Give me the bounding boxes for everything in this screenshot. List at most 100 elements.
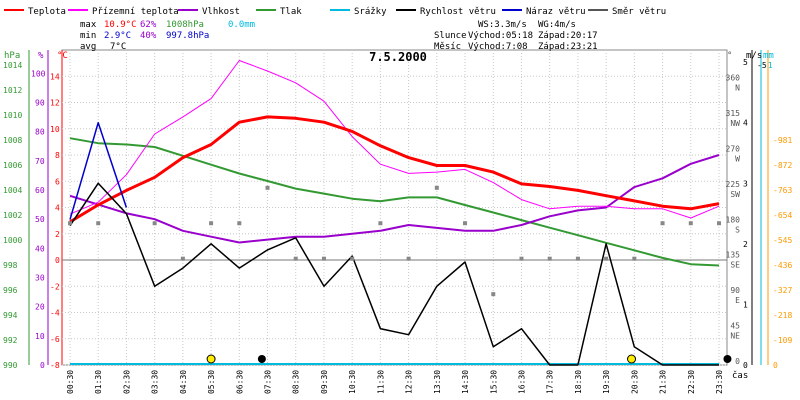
moon-label: Měsíc bbox=[434, 42, 461, 52]
humidity-tick-label: 100 bbox=[31, 69, 46, 78]
legend-label: Teplota bbox=[28, 7, 66, 17]
stats-avg-label: avg bbox=[80, 42, 96, 52]
x-tick-label: 05:30 bbox=[207, 370, 216, 394]
wind-direction-point bbox=[548, 257, 552, 261]
direction-tick-label: 270 bbox=[726, 144, 741, 153]
wind-direction-point bbox=[68, 221, 72, 225]
moon-icon bbox=[723, 355, 731, 363]
direction-axis-title: ° bbox=[727, 51, 732, 61]
sun-icon bbox=[207, 355, 215, 363]
stats-max-pressure: 1008hPa bbox=[166, 20, 204, 30]
pressure-tick-label: 1006 bbox=[3, 161, 22, 170]
wind-direction-point bbox=[209, 221, 213, 225]
humidity-tick-label: 30 bbox=[35, 274, 45, 283]
legend-label: Srážky bbox=[354, 7, 387, 17]
precip-sum-tick-label: 0 bbox=[773, 361, 778, 370]
pressure-tick-label: 1010 bbox=[3, 111, 22, 120]
x-tick-label: 22:30 bbox=[687, 370, 696, 394]
moonrise-info: Východ:7:08 bbox=[468, 42, 528, 52]
legend-label: Tlak bbox=[280, 7, 302, 17]
x-tick-label: 10:30 bbox=[348, 370, 357, 394]
temp-tick-label: 2 bbox=[55, 230, 60, 239]
humidity-tick-label: 80 bbox=[35, 128, 45, 137]
direction-tick-label: 225 bbox=[726, 180, 741, 189]
temp-tick-label: 8 bbox=[55, 151, 60, 160]
stats-max-humidity: 62% bbox=[140, 20, 157, 30]
wind-direction-point bbox=[576, 257, 580, 261]
direction-tick-name: NW bbox=[730, 119, 740, 128]
pressure-tick-label: 996 bbox=[3, 286, 18, 295]
direction-tick-label: 0 bbox=[735, 357, 740, 366]
stats-avg-temp: 7°C bbox=[110, 42, 126, 52]
temp-axis-title: °C bbox=[57, 51, 68, 61]
precip-sum-tick-label: -218 bbox=[773, 311, 792, 320]
x-tick-label: 14:30 bbox=[461, 370, 470, 394]
pressure-tick-label: 1008 bbox=[3, 136, 22, 145]
direction-tick-label: 315 bbox=[726, 109, 741, 118]
wind-gust-info: WG:4m/s bbox=[538, 20, 576, 30]
pressure-tick-label: 1004 bbox=[3, 186, 22, 195]
direction-tick-label: 90 bbox=[730, 286, 740, 295]
sun-label: Slunce bbox=[434, 31, 467, 41]
stats-max-label: max bbox=[80, 20, 97, 30]
x-tick-label: 11:30 bbox=[376, 370, 385, 394]
legend-label: Náraz větru bbox=[526, 7, 586, 17]
humidity-axis-title: % bbox=[38, 51, 44, 61]
temp-tick-label: 4 bbox=[55, 204, 60, 213]
temp-tick-label: 0 bbox=[55, 256, 60, 265]
precip-sum-tick-label: -872 bbox=[773, 161, 792, 170]
windspeed-tick-label: 3 bbox=[743, 179, 748, 188]
x-tick-label: 13:30 bbox=[433, 370, 442, 394]
x-tick-label: 06:30 bbox=[235, 370, 244, 394]
wind-speed-info: WS:3.3m/s bbox=[478, 20, 527, 30]
precip-axis-title: mm bbox=[763, 51, 774, 61]
temp-tick-label: -2 bbox=[50, 282, 60, 291]
windspeed-tick-label: 5 bbox=[743, 58, 748, 67]
x-tick-label: 09:30 bbox=[320, 370, 329, 394]
temp-tick-label: 14 bbox=[50, 72, 60, 81]
x-tick-label: 00:30 bbox=[66, 370, 75, 394]
time-axis-label: čas bbox=[732, 370, 748, 381]
direction-tick-label: 45 bbox=[730, 322, 740, 331]
precip-sum-tick-label: -109 bbox=[773, 336, 792, 345]
wind-direction-point bbox=[294, 257, 298, 261]
direction-tick-name: S bbox=[735, 225, 740, 234]
x-tick-label: 01:30 bbox=[94, 370, 103, 394]
x-tick-label: 16:30 bbox=[517, 370, 526, 394]
precip-sum-tick-label: -327 bbox=[773, 286, 792, 295]
stats-min-label: min bbox=[80, 31, 96, 41]
wind-direction-point bbox=[407, 257, 411, 261]
precip-top-label: -1 bbox=[763, 61, 773, 70]
wind-direction-point bbox=[237, 221, 241, 225]
direction-tick-label: 135 bbox=[726, 251, 741, 260]
windspeed-tick-label: 0 bbox=[743, 361, 748, 370]
legend-label: Vlhkost bbox=[202, 7, 240, 17]
humidity-tick-label: 0 bbox=[40, 361, 45, 370]
windspeed-tick-label: 1 bbox=[743, 300, 748, 309]
x-tick-label: 18:30 bbox=[574, 370, 583, 394]
humidity-tick-label: 50 bbox=[35, 215, 45, 224]
direction-tick-name: SW bbox=[730, 190, 740, 199]
precip-sum-tick-label: -436 bbox=[773, 261, 792, 270]
wind-direction-point bbox=[463, 221, 467, 225]
wind-direction-point bbox=[519, 257, 523, 261]
temp-tick-label: 10 bbox=[50, 125, 60, 134]
humidity-tick-label: 70 bbox=[35, 157, 45, 166]
moonset-info: Západ:23:21 bbox=[538, 42, 598, 52]
x-tick-label: 07:30 bbox=[264, 370, 273, 394]
x-tick-label: 04:30 bbox=[179, 370, 188, 394]
wind-direction-point bbox=[435, 186, 439, 190]
pressure-tick-label: 1000 bbox=[3, 236, 22, 245]
temp-tick-label: 6 bbox=[55, 177, 60, 186]
x-tick-label: 21:30 bbox=[659, 370, 668, 394]
humidity-tick-label: 90 bbox=[35, 99, 45, 108]
chart-title: 7.5.2000 bbox=[369, 50, 427, 64]
wind-direction-point bbox=[153, 221, 157, 225]
wind-direction-point bbox=[661, 221, 665, 225]
precip-sum-tick-label: -981 bbox=[773, 136, 792, 145]
humidity-tick-label: 10 bbox=[35, 332, 45, 341]
pressure-tick-label: 990 bbox=[3, 361, 18, 370]
pressure-tick-label: 1002 bbox=[3, 211, 22, 220]
wind-direction-point bbox=[378, 221, 382, 225]
